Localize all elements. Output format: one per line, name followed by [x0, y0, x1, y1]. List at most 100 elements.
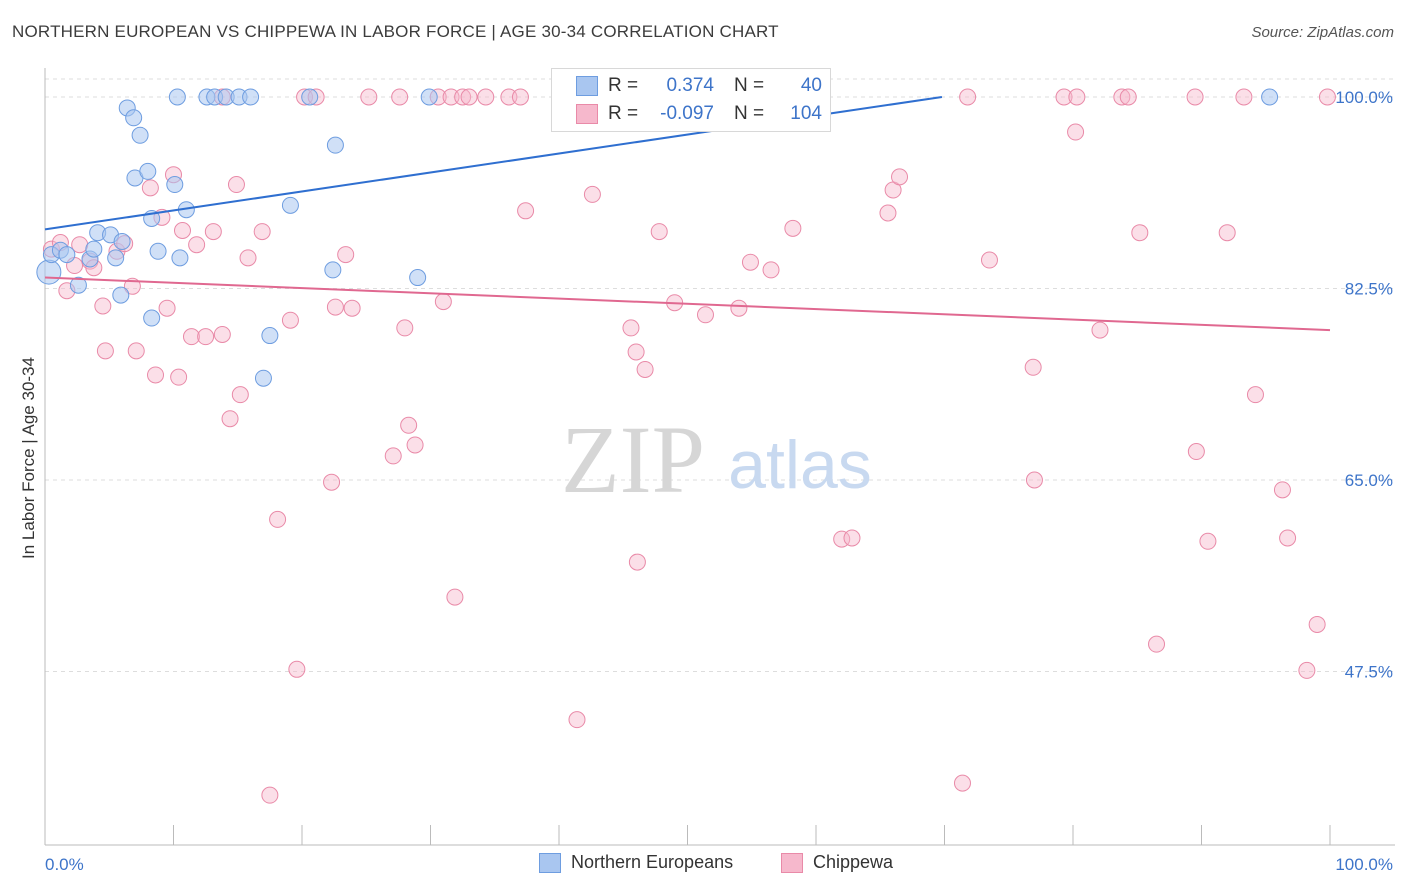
chippewa-point [1298, 661, 1316, 679]
chippewa-point [636, 360, 654, 378]
chippewa-point [343, 299, 361, 317]
chippewa-point [141, 179, 159, 197]
northern-european-point [420, 88, 438, 106]
chippewa-point [980, 251, 998, 269]
chippewa-point [891, 168, 909, 186]
northern-european-point [58, 246, 76, 264]
chippewa-point [173, 222, 191, 240]
chippewa-point [1148, 635, 1166, 653]
chippewa-point [511, 88, 529, 106]
chippewa-point [741, 253, 759, 271]
chippewa-point [182, 328, 200, 346]
chippewa-point [460, 88, 478, 106]
chippewa-point [323, 473, 341, 491]
chippewa-point [1067, 123, 1085, 141]
northern-european-point [1261, 88, 1279, 106]
northern-european-point [166, 176, 184, 194]
y-tick-label: 100.0% [1335, 88, 1393, 107]
chippewa-point [396, 319, 414, 337]
y-tick-label: 65.0% [1345, 471, 1393, 490]
chippewa-point [1187, 443, 1205, 461]
chippewa-point [650, 223, 668, 241]
y-tick-labels: 47.5% 65.0% 82.5% 100.0% [1335, 88, 1393, 682]
northern-european-point [85, 240, 103, 258]
chippewa-point [1318, 88, 1336, 106]
northern-european-point [168, 88, 186, 106]
chippewa-point [204, 223, 222, 241]
chippewa-point [326, 298, 344, 316]
chippewa-point [94, 297, 112, 315]
legend-r-value: 0.374 [666, 75, 714, 96]
chippewa-points [42, 88, 1336, 804]
northern-european-point [254, 369, 272, 387]
legend-swatch-pink [576, 104, 598, 124]
bottom-legend-label: Northern Europeans [571, 852, 734, 872]
legend-n-label: N = [734, 75, 765, 96]
chippewa-point [147, 366, 165, 384]
chippewa-point [127, 342, 145, 360]
chippewa-point [1308, 615, 1326, 633]
northern-european-point [281, 196, 299, 214]
legend-swatch-blue [576, 76, 598, 96]
legend-row-chippewa: R = -0.097 N = 104 [552, 100, 822, 128]
bottom-legend-chippewa: Chippewa [781, 852, 893, 873]
x-tick-label: 100.0% [1335, 855, 1393, 874]
chippewa-point [696, 306, 714, 324]
chippewa-point [442, 88, 460, 106]
chippewa-point [227, 176, 245, 194]
northern-european-point [112, 286, 130, 304]
correlation-legend: R = 0.374 N = 40 R = -0.097 N = 104 [551, 68, 831, 132]
northern-european-point [409, 269, 427, 287]
legend-row-northern-europeans: R = 0.374 N = 40 [552, 72, 822, 100]
chippewa-point [253, 223, 271, 241]
chippewa-point [337, 246, 355, 264]
northern-european-point [171, 249, 189, 267]
chippewa-point [953, 774, 971, 792]
bottom-legend-northern-europeans: Northern Europeans [539, 852, 733, 873]
chippewa-point [762, 261, 780, 279]
chippewa-point [879, 204, 897, 222]
northern-european-point [139, 162, 157, 180]
chippewa-point [231, 386, 249, 404]
chippewa-point [96, 342, 114, 360]
chippewa-point [1279, 529, 1297, 547]
northern-european-point [36, 259, 62, 285]
chippewa-point [1186, 88, 1204, 106]
northern-european-point [131, 126, 149, 144]
chippewa-point [221, 410, 239, 428]
chippewa-point [269, 510, 287, 528]
chippewa-point [188, 236, 206, 254]
chippewa-point [1024, 358, 1042, 376]
legend-n-label: N = [734, 103, 765, 124]
watermark-zip: ZIP [561, 406, 705, 513]
bottom-legend-label: Chippewa [813, 852, 894, 872]
chippewa-point [1273, 481, 1291, 499]
chippewa-point [400, 416, 418, 434]
watermark: ZIP atlas [561, 406, 872, 513]
northern-european-point [125, 109, 143, 127]
chippewa-point [477, 88, 495, 106]
chippewa-point [391, 88, 409, 106]
chippewa-point [1113, 88, 1131, 106]
source-label: Source: ZipAtlas.com [1251, 24, 1394, 41]
northern-europeans-points [36, 88, 1279, 387]
x-tick-label: 0.0% [45, 855, 84, 874]
northern-european-point [149, 242, 167, 260]
bottom-legend-swatch-blue [539, 852, 561, 873]
northern-european-point [324, 261, 342, 279]
chippewa-point [360, 88, 378, 106]
y-tick-label: 82.5% [1345, 280, 1393, 299]
chippewa-point [784, 219, 802, 237]
x-tick-labels: 0.0% 100.0% [45, 855, 1393, 874]
chippewa-point [454, 88, 472, 106]
y-axis-label: In Labor Force | Age 30-34 [19, 357, 38, 559]
chippewa-point [843, 529, 861, 547]
chippewa-point [281, 311, 299, 329]
gridlines [45, 78, 1395, 672]
legend-n-value: 104 [790, 103, 822, 124]
chippewa-point [123, 277, 141, 295]
chippewa-point [239, 249, 257, 267]
chippewa-point [1025, 471, 1043, 489]
northern-european-point [113, 232, 131, 250]
